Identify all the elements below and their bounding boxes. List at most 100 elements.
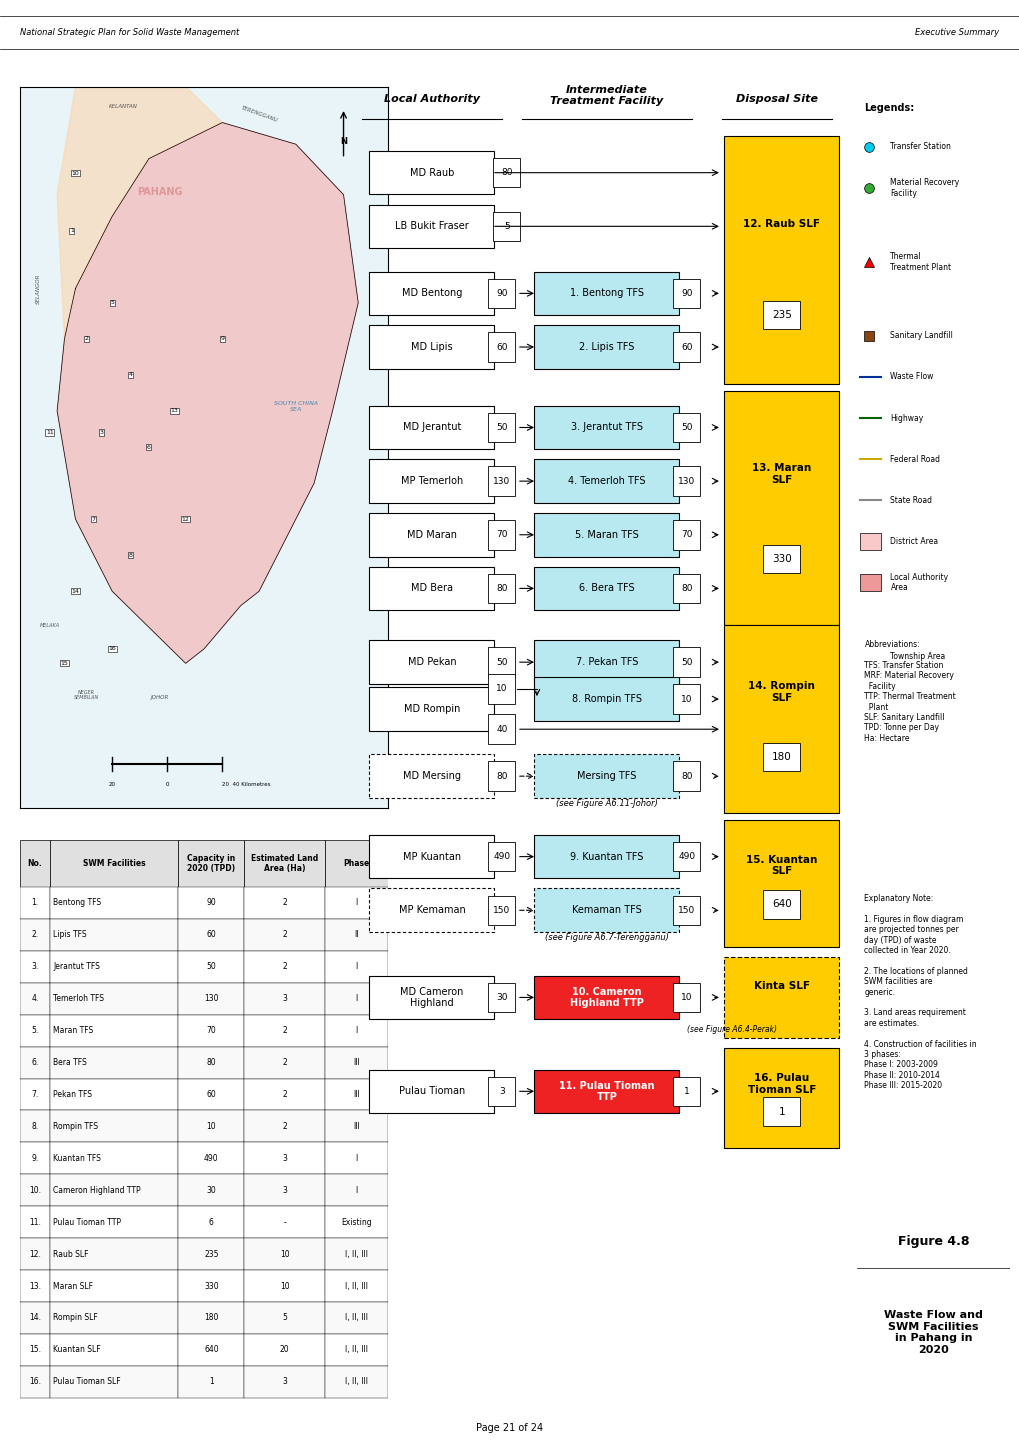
Text: State Road: State Road — [890, 496, 931, 505]
Text: 490: 490 — [204, 1154, 218, 1162]
Text: 490: 490 — [493, 852, 510, 861]
Text: 2.: 2. — [32, 930, 39, 939]
Text: 11. Pulau Tioman
TTP: 11. Pulau Tioman TTP — [558, 1080, 654, 1102]
FancyBboxPatch shape — [534, 567, 679, 610]
FancyBboxPatch shape — [178, 1174, 245, 1206]
FancyBboxPatch shape — [20, 983, 50, 1015]
Text: MD Cameron
Highland: MD Cameron Highland — [399, 986, 464, 1008]
Text: 490: 490 — [678, 852, 695, 861]
Text: 80: 80 — [495, 584, 507, 593]
Text: Lipis TFS: Lipis TFS — [53, 930, 87, 939]
Text: 330: 330 — [204, 1282, 218, 1291]
FancyBboxPatch shape — [723, 819, 839, 947]
Text: 60: 60 — [681, 343, 692, 352]
FancyBboxPatch shape — [673, 332, 700, 362]
FancyBboxPatch shape — [178, 1366, 245, 1397]
Text: 10: 10 — [681, 695, 692, 704]
Text: Material Recovery
Facility: Material Recovery Facility — [890, 179, 959, 198]
FancyBboxPatch shape — [488, 332, 515, 362]
Text: Mersing TFS: Mersing TFS — [577, 771, 636, 782]
Text: Sanitary Landfill: Sanitary Landfill — [890, 332, 953, 340]
Text: MD Bera: MD Bera — [411, 584, 452, 594]
FancyBboxPatch shape — [493, 212, 520, 241]
Text: 2: 2 — [282, 930, 287, 939]
Text: 14: 14 — [71, 588, 79, 594]
Text: Bentong TFS: Bentong TFS — [53, 898, 102, 907]
Text: I: I — [355, 962, 358, 972]
FancyBboxPatch shape — [178, 1302, 245, 1334]
FancyBboxPatch shape — [534, 640, 679, 684]
Text: Raub SLF: Raub SLF — [53, 1250, 89, 1259]
Text: Capacity in
2020 (TPD): Capacity in 2020 (TPD) — [187, 854, 235, 872]
Text: 4.: 4. — [32, 994, 39, 1004]
Text: 2. Lipis TFS: 2. Lipis TFS — [579, 342, 634, 352]
Text: 15.: 15. — [30, 1345, 41, 1354]
Text: 10. Cameron
Highland TTP: 10. Cameron Highland TTP — [570, 986, 643, 1008]
Text: LB Bukit Fraser: LB Bukit Fraser — [394, 221, 469, 231]
FancyBboxPatch shape — [245, 1110, 325, 1142]
FancyBboxPatch shape — [723, 957, 839, 1038]
Text: 2: 2 — [282, 1090, 287, 1099]
Text: 16.: 16. — [30, 1377, 41, 1386]
Text: 330: 330 — [771, 554, 791, 564]
FancyBboxPatch shape — [178, 1334, 245, 1366]
Text: 60: 60 — [495, 343, 507, 352]
FancyBboxPatch shape — [673, 685, 700, 714]
FancyBboxPatch shape — [245, 887, 325, 919]
Text: 3.: 3. — [32, 962, 39, 972]
Text: 5: 5 — [503, 222, 510, 231]
Text: TERENGGANU: TERENGGANU — [239, 105, 278, 124]
Text: 13: 13 — [170, 408, 178, 414]
Text: Local Authority
Area: Local Authority Area — [890, 572, 948, 593]
FancyBboxPatch shape — [369, 567, 494, 610]
Text: Kuantan TFS: Kuantan TFS — [53, 1154, 101, 1162]
FancyBboxPatch shape — [245, 1334, 325, 1366]
Text: 10: 10 — [279, 1250, 289, 1259]
FancyBboxPatch shape — [369, 271, 494, 316]
FancyBboxPatch shape — [534, 326, 679, 369]
FancyBboxPatch shape — [534, 405, 679, 450]
FancyBboxPatch shape — [369, 460, 494, 503]
Text: Cameron Highland TTP: Cameron Highland TTP — [53, 1185, 141, 1195]
FancyBboxPatch shape — [178, 1110, 245, 1142]
FancyBboxPatch shape — [178, 1015, 245, 1047]
FancyBboxPatch shape — [20, 1110, 50, 1142]
FancyBboxPatch shape — [50, 839, 178, 887]
Text: 10: 10 — [206, 1122, 216, 1131]
Text: Executive Summary: Executive Summary — [915, 27, 999, 37]
FancyBboxPatch shape — [50, 1334, 178, 1366]
FancyBboxPatch shape — [673, 521, 700, 549]
FancyBboxPatch shape — [369, 888, 494, 932]
FancyBboxPatch shape — [50, 1174, 178, 1206]
Text: Waste Flow: Waste Flow — [890, 372, 933, 382]
FancyBboxPatch shape — [245, 983, 325, 1015]
FancyBboxPatch shape — [245, 1366, 325, 1397]
FancyBboxPatch shape — [325, 1079, 387, 1110]
FancyBboxPatch shape — [245, 1206, 325, 1239]
Text: 8: 8 — [128, 552, 132, 558]
Text: 6. Bera TFS: 6. Bera TFS — [579, 584, 634, 594]
Text: III: III — [353, 1090, 360, 1099]
FancyBboxPatch shape — [245, 839, 325, 887]
FancyBboxPatch shape — [369, 326, 494, 369]
Text: PAHANG: PAHANG — [137, 186, 182, 196]
FancyBboxPatch shape — [20, 1047, 50, 1079]
Text: Phase: Phase — [343, 859, 369, 868]
FancyBboxPatch shape — [20, 1206, 50, 1239]
Text: 5. Maran TFS: 5. Maran TFS — [575, 529, 638, 539]
Text: N: N — [339, 137, 346, 146]
FancyBboxPatch shape — [20, 1015, 50, 1047]
FancyBboxPatch shape — [534, 976, 679, 1019]
Text: NEGER
SEMBILAN: NEGER SEMBILAN — [73, 689, 99, 701]
Text: Pulau Tioman: Pulau Tioman — [398, 1086, 465, 1096]
FancyBboxPatch shape — [673, 761, 700, 790]
FancyBboxPatch shape — [178, 887, 245, 919]
Text: MP Kemaman: MP Kemaman — [398, 906, 465, 916]
FancyBboxPatch shape — [723, 391, 839, 626]
Text: 2: 2 — [282, 1122, 287, 1131]
Text: National Strategic Plan for Solid Waste Management: National Strategic Plan for Solid Waste … — [20, 27, 239, 37]
FancyBboxPatch shape — [325, 1206, 387, 1239]
Text: 1: 1 — [777, 1106, 785, 1116]
FancyBboxPatch shape — [488, 1077, 515, 1106]
Text: 9.: 9. — [32, 1154, 39, 1162]
